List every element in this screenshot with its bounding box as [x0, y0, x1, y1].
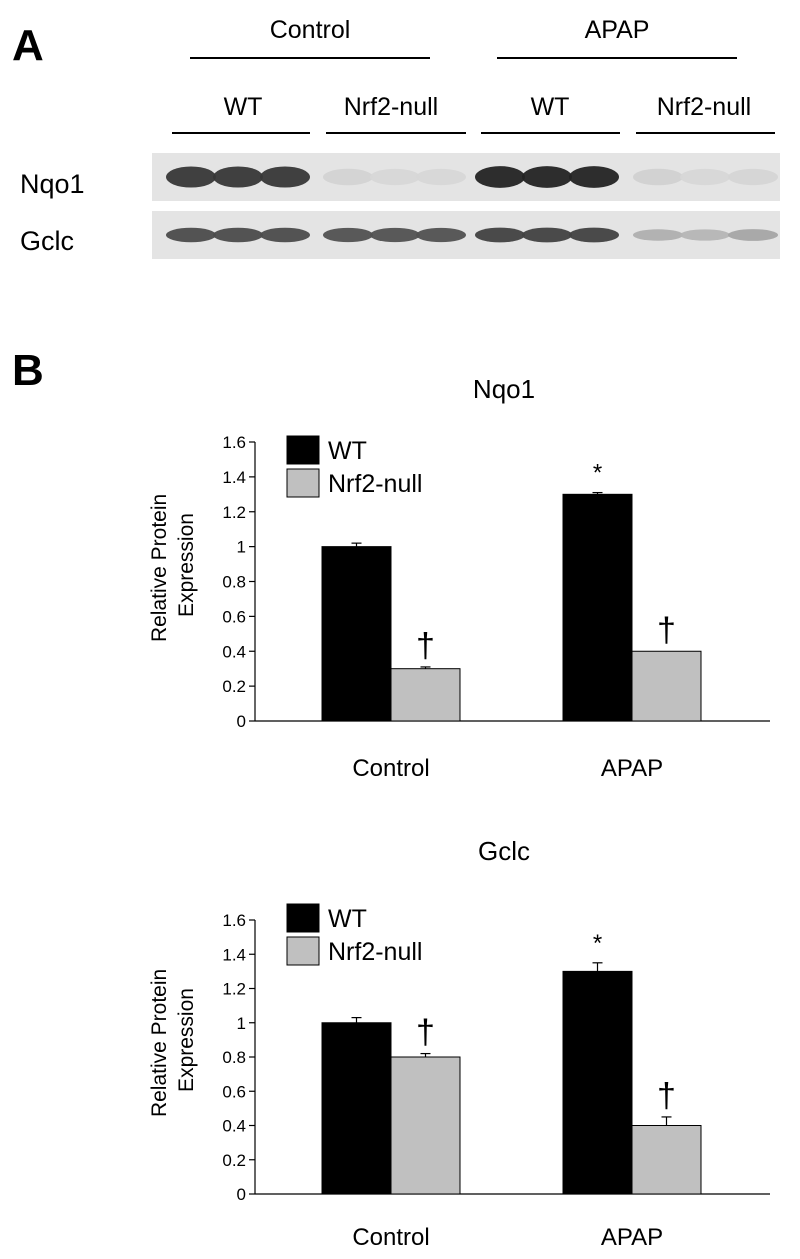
y-tick-label: 0.6 — [222, 607, 246, 626]
panel-a-label: A — [12, 21, 44, 70]
significance-marker: † — [416, 1014, 435, 1052]
blot-band — [633, 229, 683, 241]
y-axis-label: Relative Protein Expression — [148, 963, 198, 1117]
bar — [562, 970, 633, 1195]
blot-label-gclc: Gclc — [20, 226, 74, 256]
blot-band — [522, 227, 572, 243]
blot-bands-gclc — [166, 227, 778, 243]
y-tick-label: 1.4 — [222, 945, 246, 964]
blot-label-nqo1: Nqo1 — [20, 169, 85, 199]
y-tick-label: 1.2 — [222, 503, 246, 522]
significance-marker: † — [657, 611, 676, 649]
y-tick-label: 1.2 — [222, 980, 246, 999]
y-tick-label: 0.4 — [222, 1117, 246, 1136]
y-axis-label-line: Relative Protein — [148, 494, 171, 642]
chart-gclc: Gclc Relative Protein Expression 0 0.2 0.4… — [148, 836, 770, 1251]
x-tick-label: Control — [352, 755, 429, 782]
legend-label: WT — [328, 437, 367, 465]
y-tick-label: 0 — [237, 1185, 246, 1204]
blot-band — [728, 229, 778, 241]
bar — [321, 546, 392, 722]
subgroup-label-nrf2-apap: Nrf2-null — [657, 93, 751, 121]
y-axis-label-line: Expression — [175, 513, 198, 617]
legend-swatch — [286, 435, 320, 465]
significance-marker: † — [416, 627, 435, 665]
panel-b-label: B — [12, 346, 44, 395]
y-tick-label: 1.6 — [222, 911, 246, 930]
legend-label: Nrf2-null — [328, 470, 422, 498]
legend-label: WT — [328, 905, 367, 933]
group-label-control: Control — [270, 16, 351, 44]
blot-band — [260, 227, 310, 243]
plot-area: 0 0.2 0.4 0.6 0.8 1 1.2 1.4 1.6 † Control * † APAP WT N… — [222, 433, 770, 782]
x-tick-label: APAP — [601, 755, 663, 782]
blot-band — [166, 166, 216, 188]
y-tick-label: 1.4 — [222, 468, 246, 487]
blot-bands-nqo1 — [166, 166, 778, 188]
chart-title: Nqo1 — [473, 374, 535, 404]
blot-band — [475, 166, 525, 188]
subgroup-label-wt-control: WT — [224, 93, 263, 121]
bar — [390, 1056, 461, 1195]
y-tick-label: 0.2 — [222, 1151, 246, 1170]
y-tick-label: 1 — [237, 1014, 246, 1033]
significance-marker: * — [593, 460, 602, 487]
blot-band — [166, 227, 216, 243]
blot-band — [213, 227, 263, 243]
bar — [562, 493, 633, 722]
y-axis-label-line: Expression — [175, 988, 198, 1092]
panel-b: B — [12, 346, 44, 395]
blot-band — [475, 227, 525, 243]
y-tick-label: 0 — [237, 712, 246, 731]
blot-band — [370, 227, 420, 243]
subgroup-label-wt-apap: WT — [531, 93, 570, 121]
legend-swatch — [286, 936, 320, 966]
blot-band — [522, 166, 572, 188]
y-tick-label: 0.6 — [222, 1082, 246, 1101]
significance-marker: * — [593, 930, 602, 957]
bar — [390, 668, 461, 722]
group-label-apap: APAP — [585, 16, 650, 44]
y-axis-label: Relative Protein Expression — [148, 488, 198, 642]
y-axis-label-line: Relative Protein — [148, 969, 171, 1117]
y-tick-label: 1 — [237, 538, 246, 557]
blot-band — [680, 168, 730, 186]
blot-band — [370, 168, 420, 186]
y-tick-label: 0.2 — [222, 677, 246, 696]
legend-swatch — [286, 903, 320, 933]
blot-band — [213, 166, 263, 188]
x-tick-label: Control — [352, 1224, 429, 1251]
legend-label: Nrf2-null — [328, 938, 422, 966]
x-tick-label: APAP — [601, 1224, 663, 1251]
legend-swatch — [286, 468, 320, 498]
blot-band — [569, 166, 619, 188]
blot-band — [569, 227, 619, 243]
y-tick-label: 0.4 — [222, 642, 246, 661]
panel-a: A Control APAP WT Nrf2-null WT Nrf2-null… — [12, 16, 780, 259]
blot-band — [323, 168, 373, 186]
chart-nqo1: Nqo1 Relative Protein Expression 0 0.2 0.4… — [148, 374, 770, 782]
blot-band — [728, 168, 778, 186]
bar — [321, 1022, 392, 1195]
y-tick-label: 0.8 — [222, 1048, 246, 1067]
bar — [631, 1125, 702, 1195]
blot-band — [260, 166, 310, 188]
blot-band — [323, 227, 373, 243]
chart-title: Gclc — [478, 836, 530, 866]
blot-band — [416, 227, 466, 243]
bar — [631, 650, 702, 722]
y-tick-label: 0.8 — [222, 573, 246, 592]
plot-area: 0 0.2 0.4 0.6 0.8 1 1.2 1.4 1.6 † Control * † APAP WT N… — [222, 903, 770, 1251]
blot-band — [633, 168, 683, 186]
subgroup-label-nrf2-control: Nrf2-null — [344, 93, 438, 121]
y-tick-label: 1.6 — [222, 433, 246, 452]
blot-band — [680, 229, 730, 241]
blot-band — [416, 168, 466, 186]
significance-marker: † — [657, 1077, 676, 1115]
